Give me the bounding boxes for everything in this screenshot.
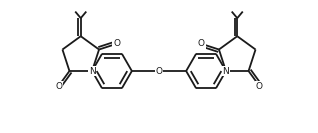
- Text: N: N: [89, 66, 95, 76]
- Text: O: O: [156, 66, 162, 76]
- Text: O: O: [113, 39, 120, 48]
- Text: O: O: [256, 82, 263, 91]
- Text: O: O: [55, 82, 62, 91]
- Text: O: O: [198, 39, 205, 48]
- Text: N: N: [223, 66, 229, 76]
